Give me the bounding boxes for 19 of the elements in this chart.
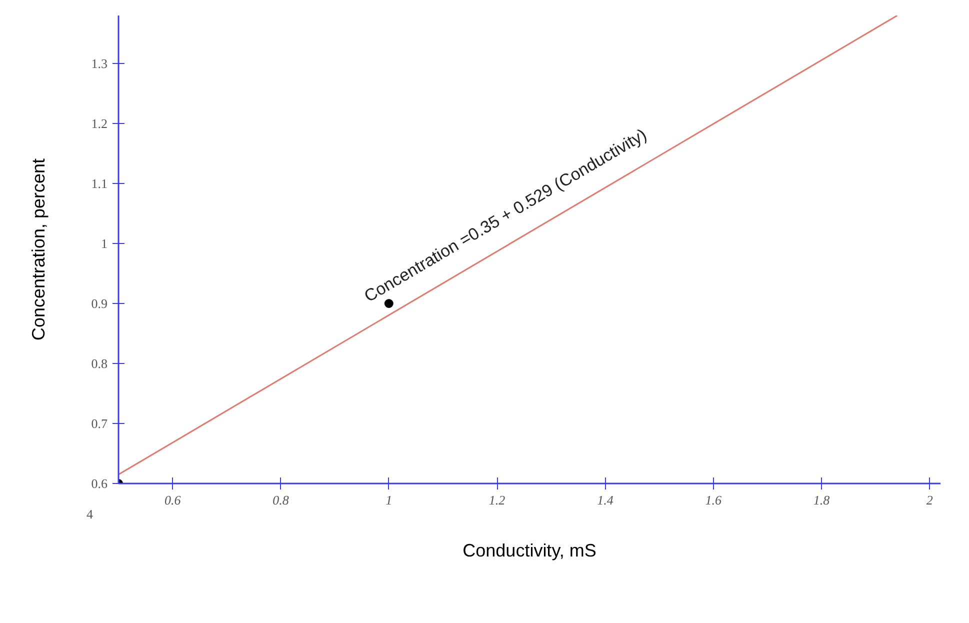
x-tick-label: 1.8 — [813, 492, 830, 508]
y-tick-label: 1.2 — [91, 116, 108, 131]
x-tick-label: 2 — [926, 492, 934, 508]
y-tick-label: 0.7 — [91, 416, 108, 431]
y-tick-label: 0.8 — [91, 356, 108, 371]
y-tick-label: 1.3 — [91, 56, 108, 71]
y-tick-label: 0.9 — [91, 296, 108, 311]
y-tick-label: 1.1 — [91, 176, 108, 191]
x-tick-label: 0.8 — [272, 492, 290, 508]
x-tick-label: 0.6 — [164, 492, 182, 508]
y-tick-label: 0.6 — [91, 476, 108, 491]
y-tick-label: 1 — [101, 236, 108, 251]
x-tick-label: 1.4 — [597, 492, 614, 508]
x-tick-label: 1.2 — [488, 492, 506, 508]
x-axis-title: Conductivity, mS — [462, 540, 596, 560]
x-tick-label: 1 — [386, 492, 392, 508]
x-tick-label: 1.6 — [705, 492, 722, 508]
text: 4 — [86, 506, 94, 522]
y-axis-title: Concentration, percent — [28, 158, 48, 341]
